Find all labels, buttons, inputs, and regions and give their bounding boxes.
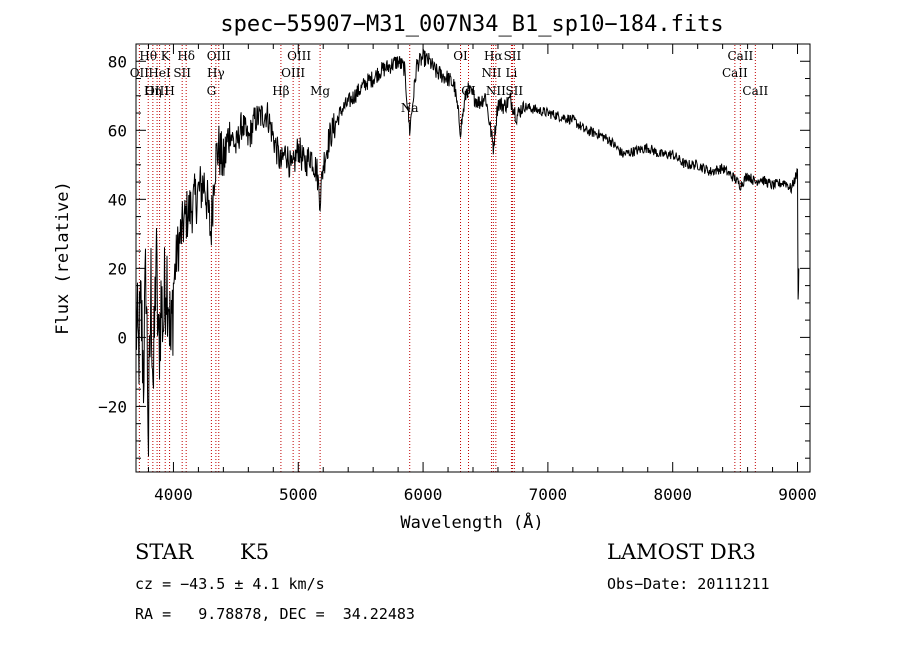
x-tick-label: 8000 [653, 485, 692, 504]
line-label-23: Li [506, 66, 518, 80]
line-label-5: K [161, 49, 171, 63]
line-label-24: SII [505, 84, 523, 98]
line-label-6: H [164, 84, 174, 98]
y-tick-label: −20 [98, 397, 127, 416]
line-label-12: Hβ [272, 84, 289, 98]
line-label-14: OIII [287, 49, 311, 63]
line-label-27: CaII [742, 84, 768, 98]
observation-date: Obs−Date: 20111211 [607, 575, 770, 593]
line-label-19: Hα [484, 49, 503, 63]
line-label-11: Hγ [207, 66, 225, 80]
line-label-16: Na [401, 101, 419, 115]
line-label-13: OIII [281, 66, 305, 80]
redshift-cz: cz = −43.5 ± 4.1 km/s [135, 575, 325, 593]
x-axis-label: Wavelength (Å) [400, 511, 543, 533]
spectral-subclass: K5 [240, 540, 269, 564]
y-tick-label: 40 [108, 190, 127, 209]
y-axis-label: Flux (relative) [53, 181, 73, 335]
spectrum-layer [135, 48, 800, 457]
line-label-25: CaII [727, 49, 753, 63]
line-label-26: CaII [722, 66, 748, 80]
line-label-10: OIII [207, 49, 231, 63]
line-label-9: G [207, 84, 217, 98]
x-tick-label: 9000 [778, 485, 817, 504]
line-label-17: OI [453, 49, 468, 63]
survey-name: LAMOST DR3 [607, 540, 756, 564]
line-label-4: HeI [148, 66, 171, 80]
line-label-7: SII [173, 66, 191, 80]
spectrum-flux-line [135, 48, 800, 457]
x-axis-ticks: 4000 5000 6000 7000 8000 9000 [147, 44, 817, 504]
spectral-line-markers [138, 45, 756, 472]
x-tick-label: 4000 [154, 485, 193, 504]
line-label-0: Hθ [139, 49, 157, 63]
x-tick-label: 6000 [404, 485, 443, 504]
spectral-line-labels: HθOIIOIIIHηHeIKHSIIHδGOIIIHγHβOIIIOIIIMg… [130, 49, 769, 115]
coordinates: RA = 9.78878, DEC = 34.22483 [135, 605, 415, 623]
y-tick-label: 0 [117, 328, 127, 347]
x-tick-label: 5000 [279, 485, 318, 504]
line-label-20: NII [481, 66, 501, 80]
line-label-3: Hη [144, 84, 162, 98]
plot-frame [135, 43, 811, 473]
line-label-2: OIII [145, 84, 169, 98]
line-label-22: SII [504, 49, 522, 63]
y-tick-label: 20 [108, 259, 127, 278]
line-label-21: NII [486, 84, 506, 98]
line-label-15: Mg [310, 84, 330, 98]
y-tick-label: 80 [108, 52, 127, 71]
line-label-1: OII [130, 66, 150, 80]
chart-title: spec−55907−M31_007N34_B1_sp10−184.fits [220, 12, 723, 37]
object-class: STAR [135, 540, 194, 564]
y-tick-label: 60 [108, 121, 127, 140]
y-axis-ticks: −20 0 20 40 60 80 [98, 43, 810, 459]
x-tick-label: 7000 [529, 485, 568, 504]
line-label-8: Hδ [177, 49, 195, 63]
